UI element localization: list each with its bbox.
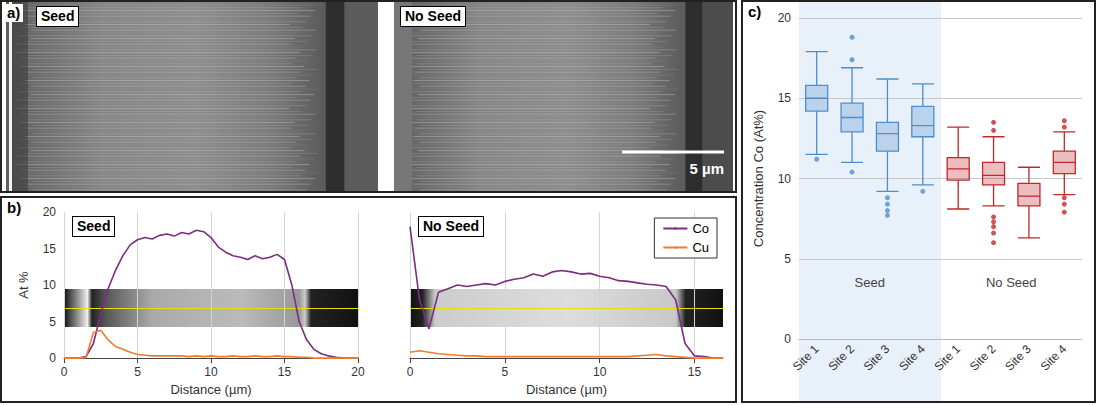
svg-text:Site 3: Site 3 bbox=[861, 342, 893, 374]
svg-text:5: 5 bbox=[49, 315, 56, 329]
svg-text:Site 2: Site 2 bbox=[967, 342, 999, 374]
svg-text:0: 0 bbox=[407, 365, 414, 379]
svg-text:5: 5 bbox=[502, 365, 509, 379]
svg-text:Site 4: Site 4 bbox=[1038, 342, 1070, 374]
svg-text:0: 0 bbox=[61, 365, 68, 379]
svg-text:Site 2: Site 2 bbox=[825, 342, 857, 374]
svg-text:Site 4: Site 4 bbox=[896, 342, 928, 374]
html-text:No Seed: No Seed bbox=[986, 274, 1037, 290]
svg-text:Site 1: Site 1 bbox=[790, 342, 822, 374]
html-text:c): c) bbox=[748, 3, 762, 20]
html-text:a): a) bbox=[7, 4, 21, 21]
svg-text:15: 15 bbox=[43, 242, 57, 256]
svg-text:Distance (µm): Distance (µm) bbox=[526, 382, 607, 397]
svg-text:10: 10 bbox=[593, 365, 607, 379]
svg-text:Concentration Co (At%): Concentration Co (At%) bbox=[751, 110, 766, 247]
svg-text:15: 15 bbox=[688, 365, 702, 379]
svg-text:Site 1: Site 1 bbox=[932, 342, 964, 374]
svg-text:20: 20 bbox=[778, 11, 792, 25]
svg-text:5 µm: 5 µm bbox=[690, 160, 725, 177]
svg-text:20: 20 bbox=[351, 365, 365, 379]
svg-text:Distance (µm): Distance (µm) bbox=[170, 382, 251, 397]
svg-text:5: 5 bbox=[784, 252, 791, 266]
html-text:No Seed: No Seed bbox=[423, 218, 479, 234]
svg-text:Cu: Cu bbox=[692, 240, 709, 255]
svg-text:0: 0 bbox=[49, 351, 56, 365]
html-text:b): b) bbox=[7, 199, 22, 216]
html-text:Seed: Seed bbox=[41, 8, 75, 24]
svg-text:10: 10 bbox=[778, 172, 792, 186]
svg-text:10: 10 bbox=[43, 278, 57, 292]
html-text:No Seed: No Seed bbox=[405, 8, 461, 24]
svg-text:Site 3: Site 3 bbox=[1002, 342, 1034, 374]
html-text:Seed: Seed bbox=[77, 218, 111, 234]
html-text:Seed: Seed bbox=[854, 274, 885, 290]
svg-text:15: 15 bbox=[278, 365, 292, 379]
svg-text:5: 5 bbox=[134, 365, 141, 379]
svg-text:0: 0 bbox=[784, 332, 791, 346]
svg-text:20: 20 bbox=[43, 205, 57, 219]
svg-text:Co: Co bbox=[692, 221, 709, 236]
svg-text:10: 10 bbox=[204, 365, 218, 379]
svg-text:At %: At % bbox=[16, 271, 31, 299]
svg-text:15: 15 bbox=[778, 91, 792, 105]
